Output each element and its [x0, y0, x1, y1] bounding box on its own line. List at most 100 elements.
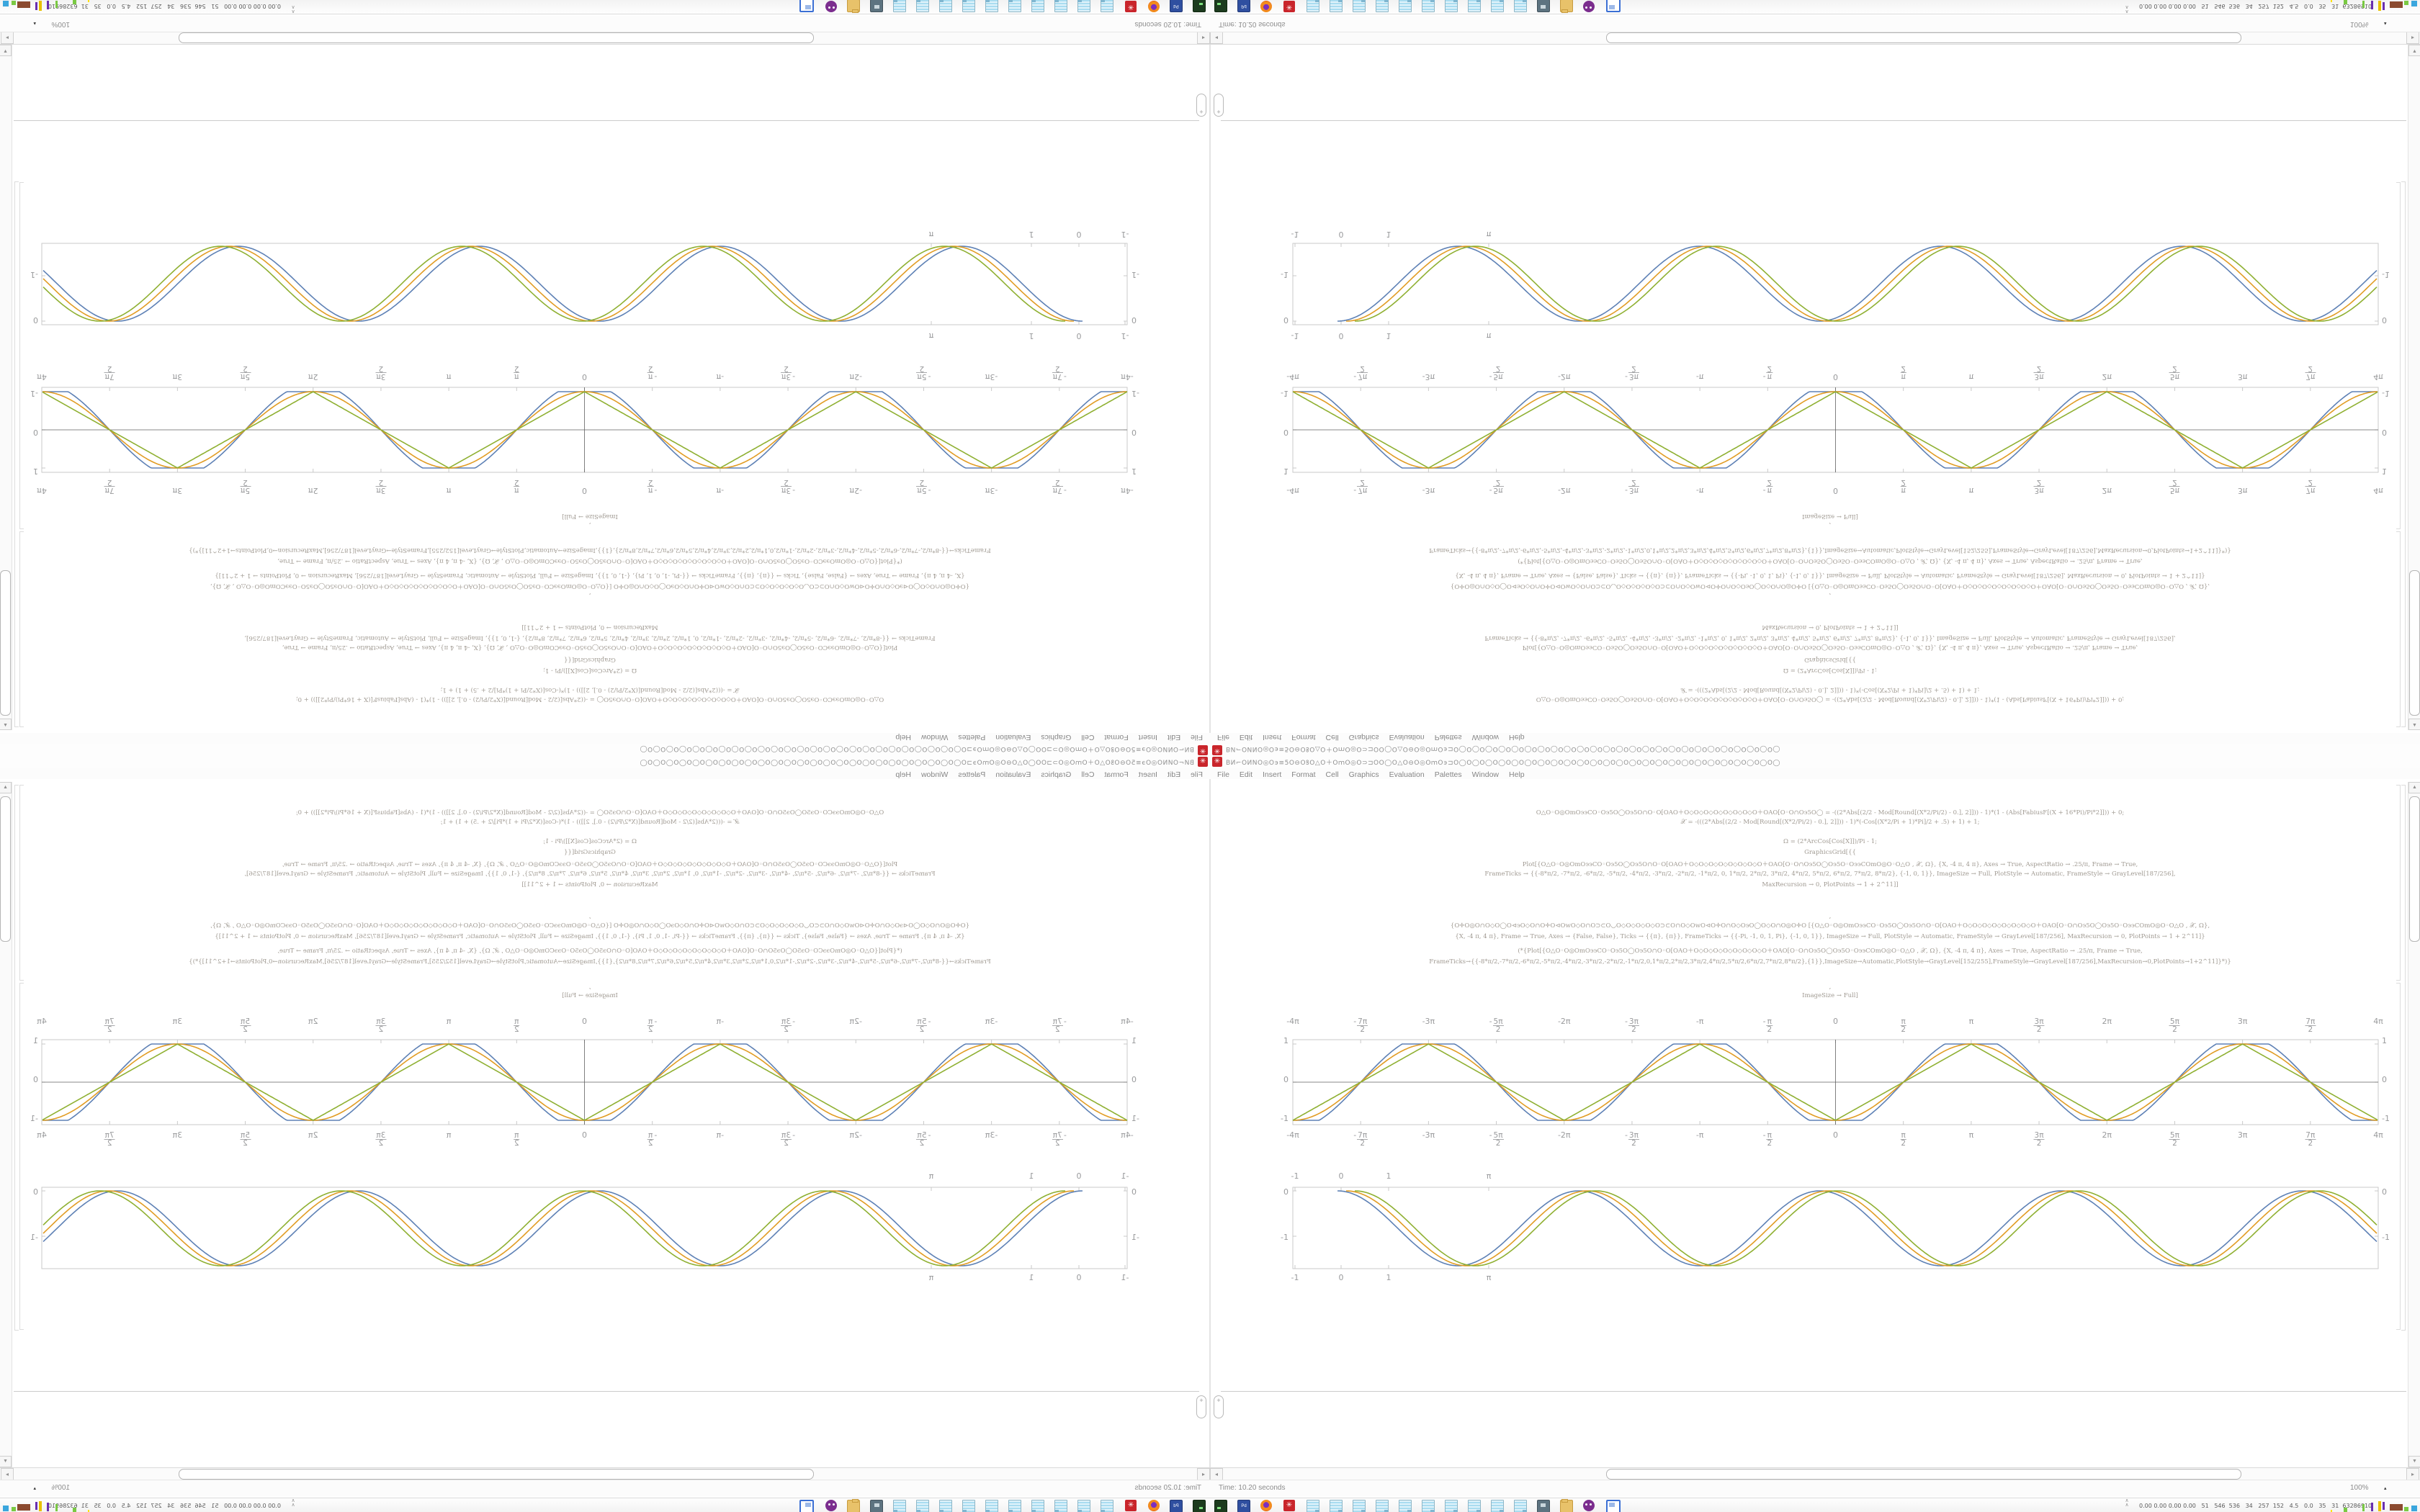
menu-item-format[interactable]: Format [1291, 770, 1316, 779]
tray-expand-icon[interactable]: ∧ ∧ [291, 1498, 295, 1508]
code-line[interactable]: ImageSize → Full] [1802, 513, 1858, 520]
document-icon[interactable] [985, 1500, 998, 1512]
code-line[interactable]: , [588, 984, 591, 991]
document-icon[interactable] [1468, 1500, 1481, 1512]
code-line[interactable]: FrameTicks→{{-8*π/2,-7*π/2,-6*π/2,-5*π/2… [1429, 546, 2231, 554]
menu-item-cell[interactable]: Cell [1081, 733, 1095, 742]
settings-red-icon[interactable]: ✳ [1125, 1, 1137, 12]
code-line[interactable]: MaxRecursion → 0, PlotPoints → 1 + 2^11]… [521, 624, 658, 631]
code-line[interactable]: GraphicsGrid[{{ [564, 849, 616, 856]
code-line[interactable]: Plot[{O△O◦O◎OmO϶϶CO◦O϶5O◯O϶5O∩O◦O[OAO＋O◇… [282, 644, 898, 651]
scroll-down-button[interactable]: ▼ [0, 1456, 12, 1467]
image-viewer-icon[interactable] [1606, 0, 1621, 12]
code-line[interactable]: GraphicsGrid[{{ [564, 656, 616, 663]
terminal-icon[interactable] [1214, 0, 1227, 12]
cell-bracket[interactable] [19, 531, 24, 727]
code-line[interactable]: 𝒳 = -(((2*Abs[(2/2 - Mod[Round[(X*2/Pi/2… [1680, 686, 1980, 693]
document-icon[interactable] [893, 1500, 906, 1512]
code-line[interactable]: FrameTicks→{{-8*π/2,-7*π/2,-6*π/2,-5*π/2… [189, 958, 991, 966]
menu-item-palettes[interactable]: Palettes [1434, 770, 1462, 779]
document-icon[interactable] [1445, 0, 1458, 12]
tray-expand-icon[interactable]: ∧ ∧ [291, 4, 295, 14]
code-line[interactable]: FrameTicks → {{-8*π/2, -7*π/2, -6*π/2, -… [244, 870, 936, 878]
document-icon[interactable] [939, 1500, 952, 1512]
menu-item-window[interactable]: Window [920, 733, 949, 742]
image-viewer-icon[interactable] [799, 0, 814, 12]
screenshot-icon[interactable] [1537, 0, 1550, 12]
zoom-dropdown-icon[interactable]: ▴ [33, 21, 36, 26]
package-blue-icon[interactable]: Pd [1170, 0, 1183, 12]
document-icon[interactable] [1514, 1500, 1527, 1512]
menu-item-help[interactable]: Help [1509, 733, 1525, 742]
code-line[interactable]: {X, -4 π, 4 π}, Frame → True, Axes → {Fa… [215, 933, 965, 940]
media-purple-icon[interactable] [1583, 1500, 1595, 1511]
code-line[interactable]: {O✛O◎O∩O◇O◯O⊲϶O◇O∩O✛O⊲OwO◇O∩O⊃⊂O◡O◇O◇O◇O… [210, 582, 970, 590]
scroll-left-button[interactable]: ◂ [1210, 31, 1223, 44]
code-line[interactable]: Ω = (2*ArcCos[Cos[X]])/Pi - 1; [1783, 667, 1877, 674]
document-icon[interactable] [1008, 0, 1021, 12]
code-line[interactable]: {O✛O◎O∩O◇O◯O⊲϶O◇O∩O✛O⊲OwO◇O∩O⊃⊂O◡O◇O◇O◇O… [1450, 582, 2210, 590]
menu-item-insert[interactable]: Insert [1138, 733, 1157, 742]
menu-item-format[interactable]: Format [1291, 733, 1316, 742]
document-icon[interactable] [1514, 0, 1527, 12]
media-purple-icon[interactable] [825, 1500, 837, 1511]
code-line[interactable]: O△O◦O◎OmO϶϶CO◦O϶5O◯O϶5O∩O◦O[OAO＋O◇O◇O◇O◇… [1536, 696, 2125, 703]
code-line[interactable]: ImageSize → Full] [1802, 992, 1858, 999]
package-blue-icon[interactable]: Pd [1170, 1500, 1183, 1512]
menu-item-edit[interactable]: Edit [1239, 770, 1253, 779]
code-line[interactable]: , [1829, 913, 1832, 920]
code-line[interactable]: Ω = (2*ArcCos[Cos[X]])/Pi - 1; [543, 838, 637, 845]
screenshot-icon[interactable] [870, 1500, 883, 1512]
menu-item-file[interactable]: File [1217, 733, 1229, 742]
code-line[interactable]: MaxRecursion → 0, PlotPoints → 1 + 2^11]… [1762, 624, 1899, 631]
cell-bracket[interactable] [19, 785, 24, 981]
horizontal-scroll-thumb[interactable] [179, 1469, 814, 1480]
document-icon[interactable] [1376, 0, 1389, 12]
code-line[interactable]: FrameTicks → {{-8*π/2, -7*π/2, -6*π/2, -… [1484, 634, 2176, 642]
screenshot-icon[interactable] [870, 0, 883, 12]
code-line[interactable]: {O✛O◎O∩O◇O◯O⊲϶O◇O∩O✛O⊲OwO◇O∩O⊃⊂O◡O◇O◇O◇O… [210, 922, 970, 930]
menu-item-evaluation[interactable]: Evaluation [995, 733, 1031, 742]
code-line[interactable]: , [1829, 521, 1832, 528]
code-line[interactable]: Plot[{O△O◦O◎OmO϶϶CO◦O϶5O◯O϶5O∩O◦O[OAO＋O◇… [1522, 861, 2138, 868]
code-line[interactable]: {X, -4 π, 4 π}, Frame → True, Axes → {Fa… [215, 572, 965, 579]
menu-item-file[interactable]: File [1217, 770, 1229, 779]
menu-item-insert[interactable]: Insert [1263, 770, 1282, 779]
menu-item-insert[interactable]: Insert [1263, 733, 1282, 742]
menu-item-graphics[interactable]: Graphics [1041, 733, 1072, 742]
menu-item-evaluation[interactable]: Evaluation [1389, 770, 1425, 779]
document-icon[interactable] [916, 0, 929, 12]
scroll-up-button[interactable]: ▲ [0, 719, 12, 730]
vertical-scroll-thumb[interactable] [2409, 796, 2420, 942]
firefox-icon[interactable] [1148, 1, 1160, 12]
document-icon[interactable] [1008, 1500, 1021, 1512]
cell-bracket[interactable] [14, 181, 19, 727]
zoom-level[interactable]: 100% [51, 20, 70, 28]
document-icon[interactable] [1330, 0, 1343, 12]
code-line[interactable]: (*{Plot[{O△O◦O◎OmO϶϶CO◦O϶5O◯O϶5O∩O◦O[OAO… [277, 557, 902, 564]
cell-bracket[interactable] [2401, 785, 2406, 1331]
zoom-dropdown-icon[interactable]: ▴ [2384, 1486, 2387, 1491]
document-icon[interactable] [1077, 1500, 1090, 1512]
code-line[interactable]: (*{Plot[{O△O◦O◎OmO϶϶CO◦O϶5O◯O϶5O∩O◦O[OAO… [1518, 557, 2143, 564]
document-icon[interactable] [985, 0, 998, 12]
cell-bracket[interactable] [2396, 531, 2401, 727]
scroll-up-button[interactable]: ▲ [2408, 782, 2420, 793]
screenshot-icon[interactable] [1537, 1500, 1550, 1512]
horizontal-scroll-thumb[interactable] [179, 32, 814, 43]
code-line[interactable]: {X, -4 π, 4 π}, Frame → True, Axes → {Fa… [1455, 572, 2205, 579]
scroll-down-button[interactable]: ▼ [0, 45, 12, 56]
code-line[interactable]: 𝒳 = -(((2*Abs[(2/2 - Mod[Round[(X*2/Pi/2… [440, 686, 740, 693]
zoom-level[interactable]: 100% [2350, 20, 2369, 28]
menu-item-window[interactable]: Window [1471, 770, 1500, 779]
menu-item-palettes[interactable]: Palettes [1434, 733, 1462, 742]
menu-item-window[interactable]: Window [1471, 733, 1500, 742]
settings-red-icon[interactable]: ✳ [1283, 1500, 1295, 1511]
code-line[interactable]: (*{Plot[{O△O◦O◎OmO϶϶CO◦O϶5O◯O϶5O∩O◦O[OAO… [1518, 948, 2143, 955]
folder-icon[interactable] [847, 0, 860, 12]
menu-item-cell[interactable]: Cell [1325, 733, 1339, 742]
document-icon[interactable] [893, 0, 906, 12]
tray-expand-icon[interactable]: ∧ ∧ [2125, 1498, 2129, 1508]
menu-item-edit[interactable]: Edit [1167, 733, 1181, 742]
menu-item-cell[interactable]: Cell [1325, 770, 1339, 779]
